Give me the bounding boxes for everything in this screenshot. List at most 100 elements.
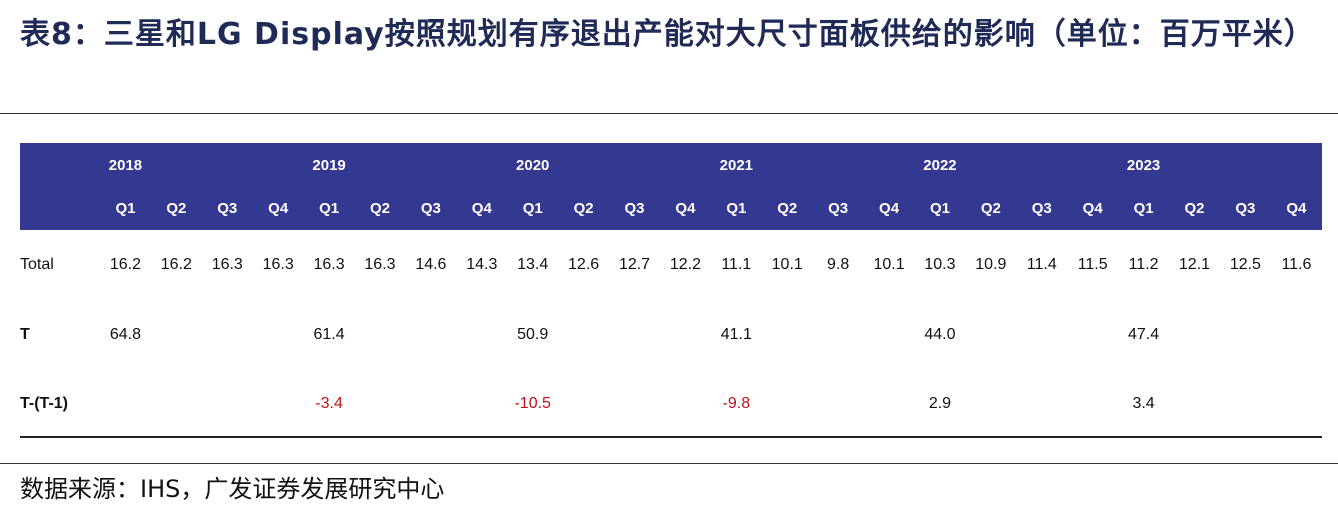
year-header: [813, 143, 864, 187]
year-header: [151, 143, 202, 187]
table-cell: [405, 369, 456, 438]
table-cell: [1271, 300, 1322, 369]
quarter-header: Q3: [1235, 200, 1256, 217]
year-header: 2022: [923, 156, 957, 174]
quarter-header: Q2: [1184, 200, 1205, 217]
year-header: [202, 143, 253, 187]
table-cell: [813, 300, 864, 369]
quarter-header: Q3: [1031, 200, 1052, 217]
table-cell: [355, 300, 406, 369]
table-cell: 64.8: [109, 325, 142, 343]
quarter-header: Q1: [726, 200, 747, 217]
header-corner: [20, 143, 100, 187]
table-cell: -9.8: [722, 394, 751, 412]
table-row: T-(T-1) -3.4 -10.5 -9.8 2.9 3.4: [20, 369, 1322, 438]
table-cell: [660, 300, 711, 369]
table-cell: 11.6: [1281, 256, 1312, 273]
table-cell: [965, 300, 1016, 369]
table-cell: [1067, 369, 1118, 438]
table-cell: 10.1: [771, 256, 803, 273]
table-cell: [660, 369, 711, 438]
table-cell: 12.5: [1229, 256, 1261, 273]
quarter-header: Q4: [1286, 200, 1307, 217]
quarter-header: Q4: [1082, 200, 1103, 217]
table-cell: 12.6: [568, 256, 600, 273]
table-cell: 3.4: [1132, 394, 1155, 412]
year-header: [355, 143, 406, 187]
year-header: [405, 143, 456, 187]
table-cell: [1016, 369, 1067, 438]
quarter-header: Q4: [879, 200, 900, 217]
table-cell: 16.2: [109, 256, 142, 273]
year-header: 2020: [516, 156, 550, 174]
year-header: [558, 143, 609, 187]
table-cell: 41.1: [720, 325, 752, 343]
table-cell: [253, 300, 304, 369]
year-header: [762, 143, 813, 187]
year-header: 2023: [1126, 156, 1161, 174]
row-label: T: [20, 325, 30, 343]
table-cell: [813, 369, 864, 438]
quarter-header: Q4: [268, 200, 289, 217]
quarter-header: Q1: [319, 200, 340, 217]
row-label: T-(T-1): [20, 394, 68, 412]
year-header-row: 2018 2019 2020 2021 2022 2023: [20, 143, 1322, 187]
table-cell: [1067, 300, 1118, 369]
table-cell: [151, 369, 202, 438]
quarter-header: Q2: [980, 200, 1001, 217]
table-cell: [405, 300, 456, 369]
year-header: 2019: [312, 156, 346, 174]
quarter-header-row: Q1 Q2 Q3 Q4 Q1 Q2 Q3 Q4 Q1 Q2 Q3 Q4 Q1 Q2 Q3 Q4 Q1 Q2 Q3 Q4…: [20, 187, 1322, 230]
table-cell: 16.2: [160, 256, 192, 273]
table-cell: 16.3: [313, 256, 345, 273]
year-header: [1271, 143, 1322, 187]
quarter-header: Q4: [675, 200, 696, 217]
table-cell: 10.3: [924, 256, 956, 273]
table-cell: 14.6: [415, 256, 447, 273]
table-cell: 12.1: [1178, 256, 1211, 273]
data-table-wrapper: 2018 2019 2020 2021 2022 2023 Q1 Q2 Q3 Q4 Q1 Q2 Q3 Q…: [20, 143, 1322, 438]
table-cell: -10.5: [514, 394, 551, 412]
table-cell: 14.3: [466, 256, 498, 273]
table-cell: [864, 300, 915, 369]
table-cell: 16.3: [262, 256, 294, 273]
quarter-header: Q2: [166, 200, 187, 217]
table-cell: 12.7: [618, 256, 651, 273]
year-header: 2021: [719, 156, 754, 174]
year-header: [1220, 143, 1271, 187]
table-cell: 47.4: [1128, 325, 1160, 343]
table-cell: [864, 369, 915, 438]
table-cell: [202, 300, 253, 369]
table-bottom-border: [20, 436, 1322, 438]
year-header: [253, 143, 304, 187]
table-row: Total 16.2 16.2 16.3 16.3 16.3 16.3 14.6 14.3 13.…: [20, 230, 1322, 300]
table-cell: [558, 369, 609, 438]
quarter-header: Q3: [828, 200, 849, 217]
table-cell: [609, 369, 660, 438]
table-cell: [456, 369, 507, 438]
table-cell: 44.0: [924, 325, 956, 343]
table-cell: [558, 300, 609, 369]
quarter-header: Q1: [929, 200, 950, 217]
quarter-header: Q2: [369, 200, 390, 217]
table-cell: 11.5: [1077, 256, 1108, 273]
table-cell: [1220, 300, 1271, 369]
table-title: 表8：三星和LG Display按照规划有序退出产能对大尺寸面板供给的影响（单位…: [20, 17, 1315, 52]
table-cell: [253, 369, 304, 438]
quarter-header: Q1: [522, 200, 543, 217]
table-cell: [965, 369, 1016, 438]
table-cell: [202, 369, 253, 438]
table-cell: [151, 300, 202, 369]
year-header: [864, 143, 915, 187]
bottom-divider: [0, 463, 1338, 464]
table-cell: 13.4: [517, 256, 549, 273]
table-cell: 16.3: [211, 256, 243, 273]
quarter-header: Q3: [420, 200, 441, 217]
year-header: [1169, 143, 1220, 187]
year-header: [660, 143, 711, 187]
table-cell: [609, 300, 660, 369]
table-cell: 61.4: [313, 325, 345, 343]
table-cell: [1169, 300, 1220, 369]
year-header: [1016, 143, 1067, 187]
top-divider: [0, 113, 1338, 114]
